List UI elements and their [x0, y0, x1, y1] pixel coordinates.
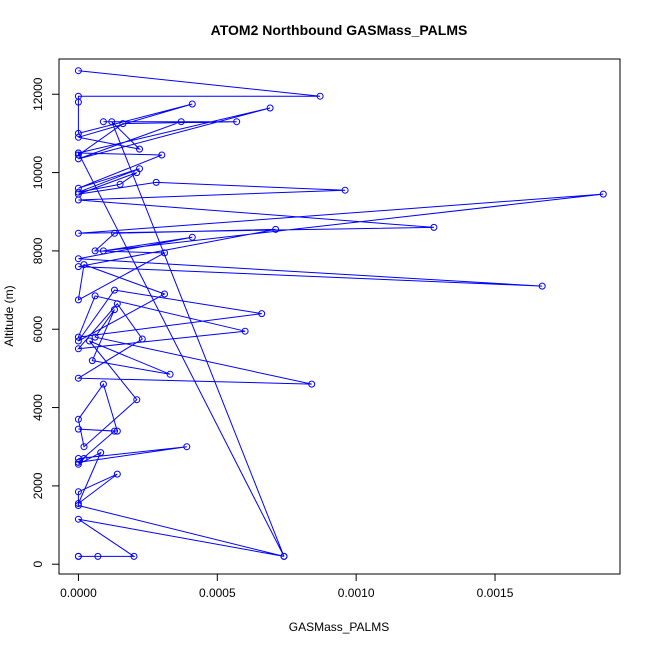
data-point — [133, 396, 141, 404]
data-point — [111, 306, 118, 314]
data-point — [99, 380, 107, 388]
x-tick-label: 0.0010 — [338, 586, 375, 600]
data-point — [161, 249, 168, 257]
data-point — [91, 247, 99, 255]
data-point — [183, 443, 191, 451]
data-point — [99, 118, 107, 126]
data-point — [74, 188, 82, 196]
data-point — [280, 552, 288, 560]
data-point — [166, 370, 174, 378]
data-point — [74, 374, 82, 382]
x-tick-label: 0.0015 — [477, 586, 514, 600]
data-point — [108, 118, 116, 126]
data-point — [74, 552, 82, 560]
data-point — [119, 120, 127, 128]
data-point — [74, 345, 82, 353]
y-tick-label: 4000 — [31, 394, 45, 421]
data-point — [188, 100, 196, 108]
data-point — [188, 233, 196, 241]
data-point — [113, 470, 121, 478]
data-point — [74, 196, 82, 204]
x-axis: 0.0000 0.0005 0.0010 0.0015 — [60, 573, 514, 600]
data-point — [74, 129, 82, 137]
data-point — [74, 149, 82, 157]
data-point — [80, 455, 88, 462]
data-point — [74, 151, 82, 159]
data-point — [113, 427, 121, 435]
data-point — [266, 104, 274, 112]
data-point — [97, 449, 105, 457]
series-line — [76, 70, 604, 557]
y-tick-label: 0 — [31, 561, 45, 568]
data-point — [74, 425, 82, 433]
data-point — [74, 98, 82, 106]
plot-frame — [58, 58, 621, 575]
data-point — [233, 118, 241, 126]
y-tick-label: 2000 — [31, 472, 45, 499]
x-tick-label: 0.0000 — [60, 586, 97, 600]
data-point — [111, 427, 118, 435]
data-point — [80, 443, 88, 451]
data-point — [74, 458, 82, 466]
data-point — [116, 180, 124, 188]
data-point — [308, 380, 316, 388]
data-point — [341, 186, 349, 194]
data-point — [152, 178, 160, 186]
data-point — [74, 337, 82, 345]
data-point — [74, 333, 82, 341]
data-point — [538, 282, 546, 290]
data-point — [74, 133, 82, 141]
x-tick-label: 0.0005 — [199, 586, 236, 600]
data-points-layer — [74, 67, 607, 560]
data-point — [74, 502, 82, 509]
data-point — [80, 261, 88, 269]
data-point — [158, 151, 166, 159]
data-point — [161, 290, 168, 298]
data-point — [138, 335, 146, 343]
y-tick-label: 8000 — [31, 237, 45, 264]
data-point — [86, 337, 93, 345]
data-point — [430, 223, 438, 231]
data-point — [599, 190, 607, 198]
data-point — [241, 327, 249, 335]
y-axis-label: Altitude (m) — [2, 285, 16, 346]
data-point — [74, 515, 82, 523]
series-line-layer — [76, 70, 604, 557]
y-tick-label: 10000 — [31, 156, 45, 190]
chart-title: ATOM2 Northbound GASMass_PALMS — [211, 22, 468, 38]
data-point — [111, 229, 118, 237]
data-point — [272, 225, 280, 233]
data-point — [91, 333, 99, 341]
data-point — [136, 145, 143, 153]
data-point — [94, 552, 102, 560]
x-axis-label: GASMass_PALMS — [289, 620, 389, 634]
data-point — [111, 286, 118, 294]
data-point — [133, 169, 141, 177]
y-axis: 0 2000 4000 6000 8000 10000 12000 — [31, 77, 60, 568]
data-point — [74, 488, 82, 496]
data-point — [316, 92, 324, 100]
data-point — [88, 357, 96, 365]
data-point — [74, 415, 82, 423]
data-point — [177, 118, 185, 126]
data-point — [258, 310, 266, 318]
data-point — [74, 500, 82, 507]
y-tick-label: 6000 — [31, 316, 45, 343]
data-point — [74, 67, 82, 75]
data-point — [74, 296, 82, 304]
data-point — [130, 552, 138, 560]
data-point — [99, 247, 107, 255]
data-point — [74, 229, 82, 237]
y-tick-label: 12000 — [31, 77, 45, 111]
data-point — [113, 300, 121, 308]
data-point — [74, 460, 82, 468]
data-point — [74, 255, 82, 263]
data-point — [91, 292, 99, 300]
